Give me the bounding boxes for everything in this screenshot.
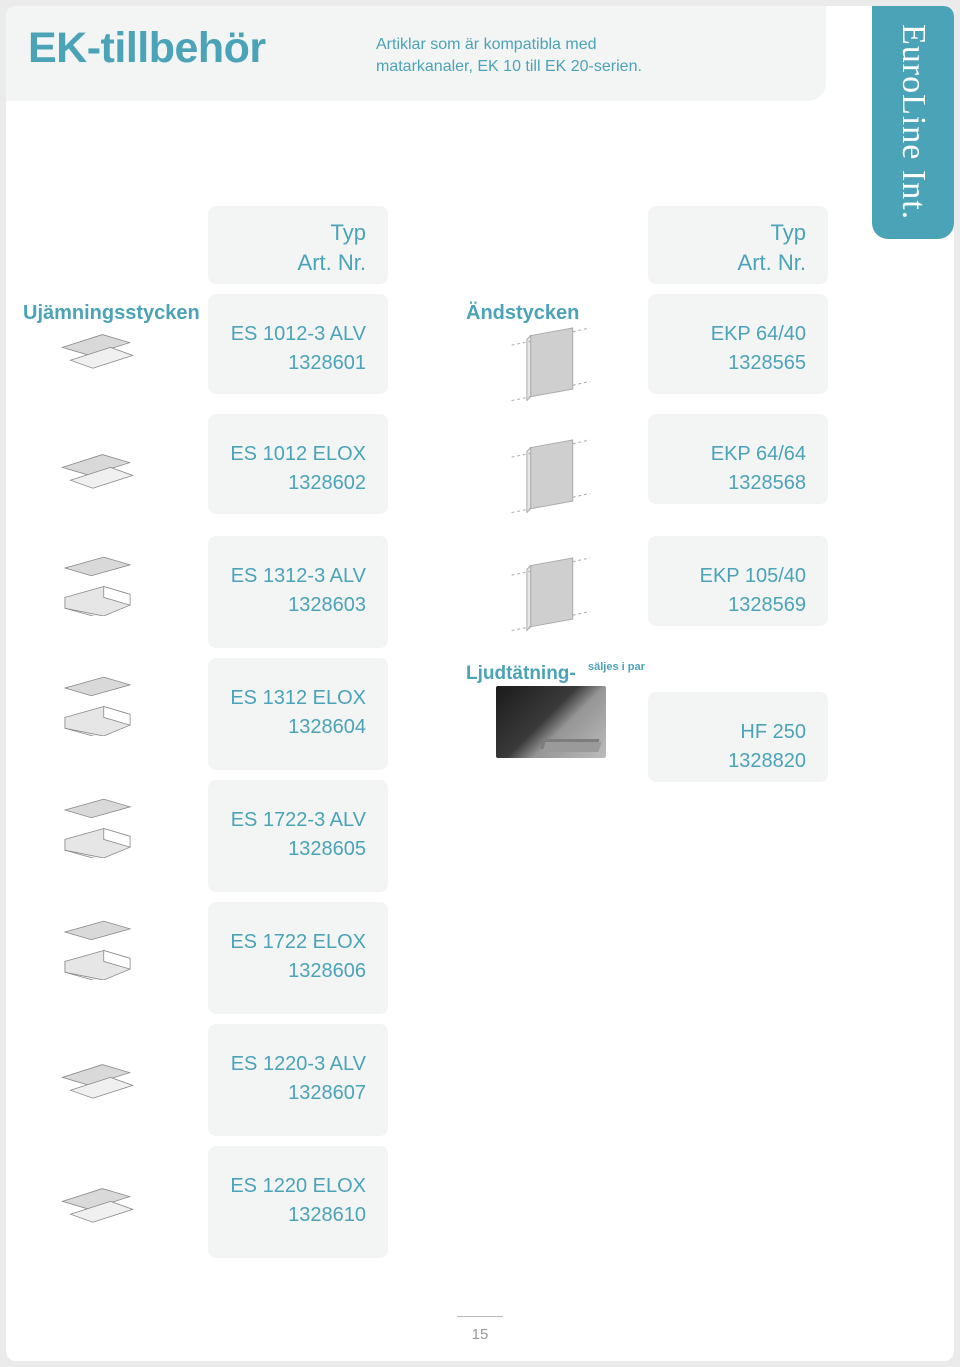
product-typ: EKP 64/40 [648,320,806,349]
product-art: 1328602 [208,469,366,498]
product-typ: ES 1312 ELOX [208,684,366,713]
section-title-right-1: Ändstycken [466,302,579,325]
typ-label: Typ [771,220,806,245]
product-icon [496,438,596,524]
brand-text: EuroLine Int. [894,24,932,220]
product-icon [56,1176,136,1238]
product-icon [56,674,136,736]
catalog-page: EK-tillbehör Artiklar som är kompatibla … [6,6,954,1361]
section-subtitle-right-2: säljes i par [588,661,645,674]
product-card: EKP 105/401328569 [648,536,828,626]
page-number: 15 [472,1326,489,1343]
product-art: 1328604 [208,713,366,742]
product-icon [496,326,596,412]
product-typ: ES 1312-3 ALV [208,562,366,591]
brand-tab: EuroLine Int. [872,6,954,239]
product-art: 1328607 [208,1079,366,1108]
product-icon [496,556,596,642]
product-art: 1328605 [208,835,366,864]
product-icon [56,796,136,858]
art-label: Art. Nr. [738,250,806,275]
product-card: ES 1312 ELOX1328604 [208,658,388,770]
product-card: EKP 64/641328568 [648,414,828,504]
product-photo-ljudtatning [496,686,606,758]
column-header-left: Typ Art. Nr. [208,206,388,284]
product-art: 1328569 [648,591,806,620]
product-typ: ES 1220 ELOX [208,1172,366,1201]
product-card: ES 1012 ELOX1328602 [208,414,388,514]
product-typ: ES 1220-3 ALV [208,1050,366,1079]
product-icon [56,554,136,616]
product-typ: ES 1722 ELOX [208,928,366,957]
product-card: ES 1220 ELOX1328610 [208,1146,388,1258]
product-icon [56,442,136,504]
product-card: EKP 64/401328565 [648,294,828,394]
page-subtitle: Artiklar som är kompatibla med matarkana… [376,34,696,79]
product-typ: ES 1012 ELOX [208,440,366,469]
product-art: 1328565 [648,349,806,378]
art-label: Art. Nr. [298,250,366,275]
page-title: EK-tillbehör [28,24,266,73]
product-card: ES 1722 ELOX1328606 [208,902,388,1014]
product-typ: ES 1722-3 ALV [208,806,366,835]
product-card: ES 1220-3 ALV1328607 [208,1024,388,1136]
column-header-right: Typ Art. Nr. [648,206,828,284]
product-card: ES 1012-3 ALV1328601 [208,294,388,394]
footer-rule [457,1316,503,1317]
product-card: ES 1722-3 ALV1328605 [208,780,388,892]
product-card: HF 2501328820 [648,692,828,782]
product-typ: EKP 105/40 [648,562,806,591]
product-art: 1328820 [648,747,806,776]
product-icon [56,1052,136,1114]
product-icon [56,322,136,384]
section-title-right-2: Ljudtätning- [466,663,576,685]
product-card: ES 1312-3 ALV1328603 [208,536,388,648]
section-title-left: Ujämningsstycken [23,302,200,325]
product-typ: EKP 64/64 [648,440,806,469]
product-art: 1328568 [648,469,806,498]
product-art: 1328606 [208,957,366,986]
product-typ: HF 250 [648,718,806,747]
typ-label: Typ [331,220,366,245]
product-art: 1328601 [208,349,366,378]
product-icon [56,918,136,980]
product-art: 1328603 [208,591,366,620]
product-typ: ES 1012-3 ALV [208,320,366,349]
product-art: 1328610 [208,1201,366,1230]
